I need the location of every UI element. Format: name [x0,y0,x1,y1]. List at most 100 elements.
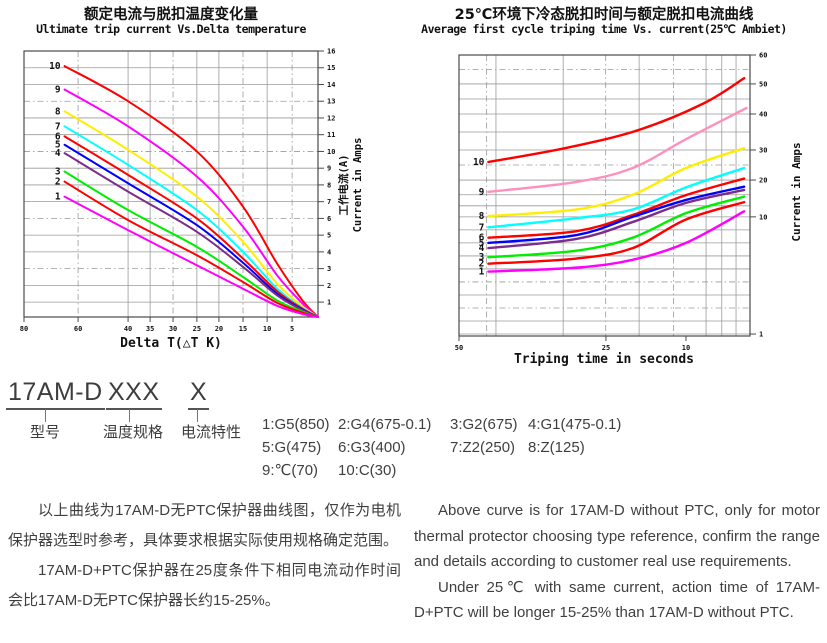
part-number-current-code: X [188,378,210,410]
code-item: 7:Z2(250) [450,439,516,456]
series-label-7: 7 [479,222,485,233]
series-label-5: 5 [55,140,61,151]
y-tick-label: 10 [327,148,335,156]
x-tick-label: 80 [20,325,28,333]
y-tick-label: 50 [759,80,767,88]
y-tick-label: 12 [327,114,335,122]
y-tick-label: 3 [327,265,331,273]
part-number-temp-spec: XXX [106,378,162,410]
x-tick-label: 40 [124,325,132,333]
note-en-paragraph-1: Above curve is for 17AM-D without PTC, o… [414,502,820,570]
series-label-8: 8 [479,211,485,222]
y-tick-label: 20 [759,177,767,185]
code-item: 9:℃(70) [262,462,319,479]
trip-time-chart: 25℃环境下冷态脱扣时间与额定脱扣电流曲线 Average first cycl… [413,0,827,375]
y-tick-label: 11 [327,131,335,139]
series-label-6: 6 [479,233,485,244]
code-item: 4:G1(475-0.1) [528,416,622,433]
code-item: 6:G3(400) [338,439,406,456]
series-label-10: 10 [49,61,61,72]
x-tick-label: 15 [239,325,247,333]
x-tick-label: 10 [263,325,271,333]
series-line-7 [487,166,746,229]
y-tick-label: 40 [759,111,767,119]
series-label-4: 4 [55,148,61,159]
chart1-y-axis-label-en: Current in Amps [352,137,364,233]
current-code-legend: 1:G5(850) 2:G4(675-0.1) 3:G2(675) 4:G1(4… [262,413,658,482]
note-zh-paragraph-2: 17AM-D+PTC保护器在25度条件下相同电流动作时间会比17AM-D无PTC… [8,562,401,609]
y-tick-label: 16 [327,48,335,56]
code-item: 5:G(475) [262,439,322,456]
y-tick-label: 4 [327,248,331,256]
series-label-6: 6 [55,131,61,142]
x-tick-label: 25 [602,344,610,352]
code-item: 10:C(30) [338,462,397,479]
series-line-8 [487,146,746,218]
series-line-8 [63,110,319,318]
chart1-y-axis-label-zh: 工作电流(A) [338,154,350,216]
series-label-9: 9 [479,187,485,198]
part-number-breakdown: 17AM-D XXX X 型号 温度规格 电流特性 1:G5(850) 2:G4… [0,376,827,494]
series-label-8: 8 [55,106,61,117]
series-line-10 [63,65,319,318]
series-label-9: 9 [55,85,61,96]
chart1-y-axis-label: 工作电流(A) Current in Amps [337,105,367,265]
y-tick-label: 1 [327,299,331,307]
chart2-y-axis-label-en: Current in Amps [790,142,803,242]
code-item: 1:G5(850) [262,416,330,433]
series-line-10 [487,76,746,164]
y-tick-label: 8 [327,181,331,189]
y-tick-label: 2 [327,282,331,290]
series-line-1 [63,195,319,318]
chart2-title-en: Average first cycle triping time Vs. cur… [421,22,787,36]
notes-section: 以上曲线为17AM-D无PTC保护器曲线图，仅作为电机保护器选型时参考，具体要求… [0,494,827,643]
y-tick-label: 14 [327,81,335,89]
series-line-2 [63,180,319,318]
series-line-1 [487,210,746,273]
x-tick-label: 30 [169,325,177,333]
y-tick-label: 60 [759,52,767,60]
chart1-title-zh: 额定电流与脱扣温度变化量 [84,7,258,23]
part-number-model: 17AM-D [6,378,105,410]
series-line-2 [487,200,746,265]
note-zh-paragraph-1: 以上曲线为17AM-D无PTC保护器曲线图，仅作为电机保护器选型时参考，具体要求… [8,502,401,549]
series-label-2: 2 [479,259,485,270]
model-label: 型号 [29,424,60,441]
y-tick-label: 13 [327,98,335,106]
code-item: 3:G2(675) [450,416,518,433]
series-line-4 [487,188,746,250]
series-label-7: 7 [55,121,61,132]
connector-line-model [45,409,46,422]
series-line-9 [63,88,319,318]
series-label-5: 5 [479,238,485,249]
series-label-2: 2 [55,177,61,188]
note-en-paragraph-2: Under 25℃ with same current, action time… [414,578,820,622]
chart1-x-axis-label: Delta T(△T K) [120,336,222,351]
y-tick-label: 9 [327,165,331,173]
x-tick-label: 20 [215,325,223,333]
series-line-6 [487,177,746,239]
y-tick-label: 1 [759,331,763,339]
x-tick-label: 25 [193,325,201,333]
series-line-3 [487,195,746,259]
series-label-1: 1 [55,192,61,203]
series-line-4 [63,152,319,318]
series-label-10: 10 [473,157,485,168]
connector-line-temp [129,409,130,422]
y-tick-label: 7 [327,198,331,206]
x-tick-label: 5 [290,325,294,333]
temp-spec-label: 温度规格 [102,424,163,441]
chart2-y-axis-label: Current in Amps [789,112,805,272]
series-line-5 [487,185,746,245]
notes-chinese: 以上曲线为17AM-D无PTC保护器曲线图，仅作为电机保护器选型时参考，具体要求… [8,496,401,616]
current-characteristic-label: 电流特性 [180,424,241,441]
notes-english: Above curve is for 17AM-D without PTC, o… [414,498,820,626]
series-label-3: 3 [479,252,485,263]
y-tick-label: 6 [327,215,331,223]
series-label-4: 4 [479,243,485,254]
x-tick-label: 10 [682,344,690,352]
x-tick-label: 35 [146,325,154,333]
